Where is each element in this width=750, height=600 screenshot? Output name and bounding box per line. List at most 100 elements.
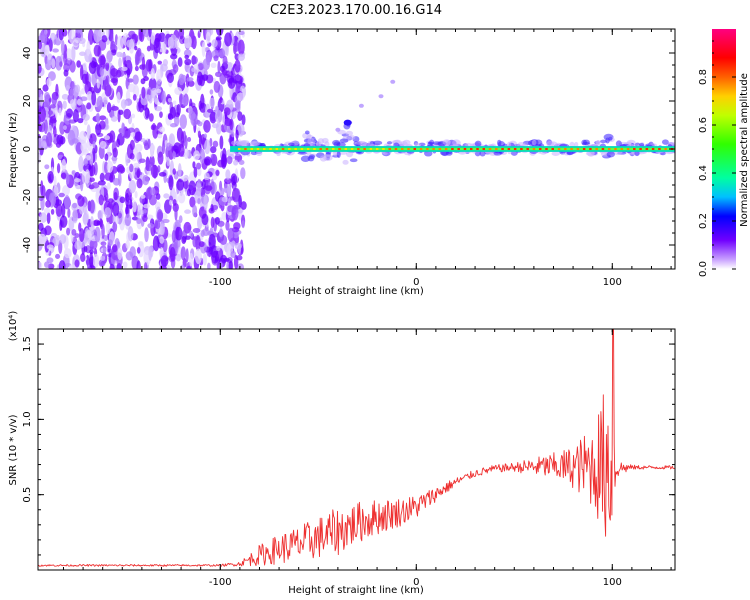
spectrogram-noise-cell: [78, 90, 82, 98]
spectrogram-signal-halo: [546, 140, 555, 148]
spectrogram-noise-cell: [97, 180, 106, 186]
spectrogram-noise-cell: [240, 201, 247, 210]
spectrogram-noise-cell: [197, 178, 201, 184]
spectrogram-noise-cell: [63, 248, 72, 259]
spectrogram-signal-halo: [551, 151, 560, 157]
spectrogram-noise-cell: [102, 195, 107, 203]
colorbar-ticks: 0.0 0.2 0.4 0.6 0.8: [698, 40, 736, 277]
spectrogram-noise-cell: [63, 50, 68, 66]
spectrogram-noise-cell: [159, 236, 165, 244]
spectrogram-noise-cell: [59, 234, 67, 244]
snr-series-line: [38, 329, 675, 567]
spectrogram-noise-cell: [172, 64, 179, 73]
spectrogram-noise-cell: [62, 185, 70, 197]
spectrogram-noise-cell: [142, 208, 148, 214]
spectrogram-noise-cell: [61, 203, 66, 218]
spectrogram-noise-cell: [227, 61, 233, 72]
spectrogram-noise-cell: [144, 107, 150, 119]
spectrogram-noise-cell: [134, 191, 138, 199]
spectrogram-noise-cell: [177, 143, 185, 157]
spectrogram-noise-cell: [138, 240, 144, 247]
spectrogram-noise-cell: [167, 98, 172, 103]
spectrogram-noise-cell: [211, 123, 219, 129]
spectrogram-noise-cell: [188, 252, 194, 267]
spectrogram-noise-cell: [118, 109, 124, 115]
spectrogram-noise-cell: [105, 29, 110, 39]
spectrogram-noise-cell: [209, 97, 216, 108]
spectrogram-signal-peak: [476, 148, 479, 150]
spectrogram-signal-peak: [633, 148, 636, 150]
spectrogram-noise-cell: [101, 223, 105, 240]
spectrogram-noise-cell: [148, 77, 157, 91]
spectrogram-signal-peak: [400, 148, 404, 150]
spectrogram-signal-peak: [288, 148, 291, 150]
spectrogram-signal-peak: [513, 148, 517, 150]
spectrogram-noise-cell: [204, 172, 210, 181]
spectrogram-noise-cell: [199, 148, 206, 164]
spectrogram-noise-cell: [211, 39, 218, 48]
spectrogram-noise-cell: [38, 261, 43, 269]
spectrogram-noise-cell: [127, 83, 136, 93]
colorbar: 0.0 0.2 0.4 0.6 0.8 Normalized spectral ampl…: [698, 29, 750, 277]
spectrogram-noise-cell: [105, 75, 110, 86]
spectrogram-noise-cell: [51, 94, 57, 106]
spectrogram-noise-cell: [151, 122, 156, 131]
spectrogram-noise-cell: [64, 195, 71, 210]
spectrogram-noise-cell: [172, 150, 176, 160]
spectrogram-noise-cell: [234, 59, 241, 73]
spectrogram-noise-cell: [159, 111, 163, 119]
spectrogram-noise-cell: [208, 233, 216, 250]
spectrogram-noise-cell: [68, 29, 76, 44]
spectrogram-noise-cell: [39, 212, 48, 223]
spectrogram-noise-cell: [220, 153, 227, 169]
spectrogram-signal-halo: [442, 139, 451, 146]
spectrogram-signal-halo: [474, 140, 482, 147]
spectrogram-noise-cell: [203, 194, 208, 211]
spectrogram-noise-cell: [143, 203, 151, 209]
spectrogram-noise-cell: [46, 211, 51, 224]
spectrogram-noise-cell: [197, 63, 204, 71]
spectrogram-signal-peak: [244, 148, 247, 150]
spectrogram-noise-cell: [81, 88, 86, 95]
spectrogram-noise-cell: [176, 179, 185, 191]
spectrogram-noise-cell: [41, 140, 47, 149]
colorbar-label: Normalized spectral amplitude: [739, 73, 750, 227]
spectrogram-noise-cell: [99, 172, 105, 182]
spectrogram-signal-halo: [338, 151, 348, 155]
spectrogram-noise-cell: [209, 111, 217, 124]
y-tick-label: -20: [22, 189, 33, 205]
spectrogram-noise-cell: [50, 191, 57, 207]
spectrogram-noise-cell: [240, 167, 246, 180]
spectrogram-noise-cell: [150, 68, 155, 80]
spectrogram-noise-cell: [201, 74, 209, 82]
spectrogram-noise-cell: [98, 55, 106, 66]
spectrogram-noise-cell: [74, 259, 80, 268]
spectrogram-noise-cell: [148, 245, 153, 261]
spectrogram-signal-peak: [501, 148, 504, 150]
spectrogram-noise-cell: [238, 30, 245, 36]
spectrogram-signal-peak: [601, 148, 605, 150]
spectrogram-noise-cell: [126, 67, 131, 79]
spectrogram-noise-cell: [86, 124, 91, 140]
y-tick-label: 20: [22, 95, 33, 108]
spectrogram-noise-cell: [179, 92, 183, 106]
spectrogram-noise-cell: [99, 66, 105, 77]
spectrogram-signal-peak: [300, 148, 304, 150]
spectrogram-noise-cell: [117, 166, 126, 174]
spectrogram-noise-cell: [224, 32, 232, 47]
spectrogram-noise-cell: [215, 29, 224, 37]
spectrogram-signal-halo: [595, 140, 601, 145]
spectrogram-noise-cell: [168, 175, 174, 191]
spectrogram-noise-cell: [123, 130, 131, 139]
spectrogram-noise-cell: [163, 193, 170, 199]
spectrogram-noise-cell: [192, 161, 196, 169]
spectrogram-signal-halo: [336, 151, 341, 158]
colorbar-tick-label: 0.4: [698, 165, 709, 181]
spectrogram-noise-cell: [154, 220, 161, 230]
spectrogram-noise-cell: [117, 247, 123, 261]
spectrogram-signal-peak: [432, 148, 435, 150]
spectrogram-noise-cell: [98, 259, 105, 267]
spectrogram-noise-cell: [112, 177, 121, 186]
spectrogram-noise-cell: [106, 102, 112, 113]
spectrogram-noise-cell: [56, 163, 61, 174]
